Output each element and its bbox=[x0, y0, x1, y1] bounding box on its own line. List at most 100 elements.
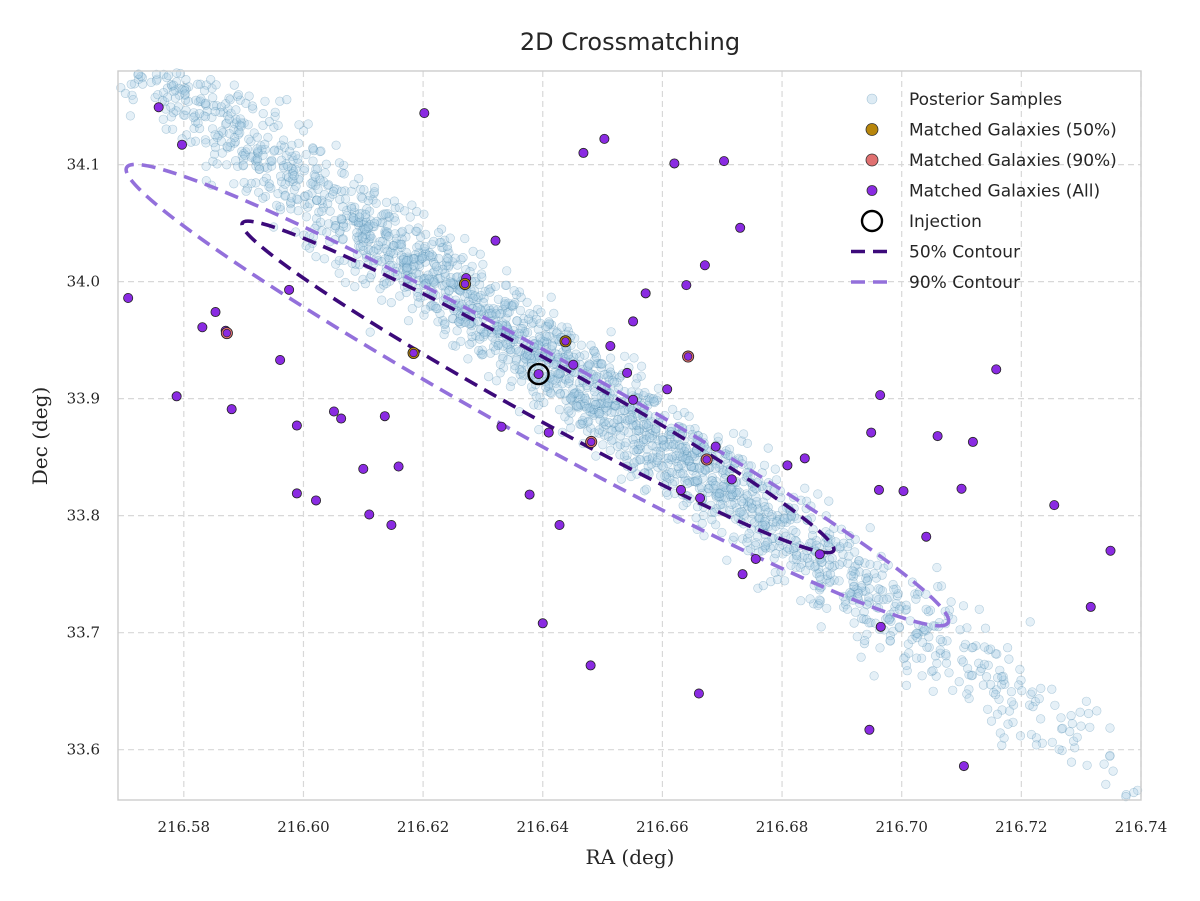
posterior-sample-point bbox=[579, 401, 590, 411]
posterior-sample-point bbox=[1121, 789, 1131, 800]
posterior-sample-point bbox=[384, 212, 394, 222]
posterior-sample-point bbox=[572, 401, 582, 412]
posterior-sample-point bbox=[469, 286, 480, 296]
posterior-sample-point bbox=[612, 377, 622, 388]
posterior-sample-point bbox=[997, 672, 1007, 682]
posterior-sample-point bbox=[682, 479, 693, 489]
posterior-sample-point bbox=[625, 415, 635, 425]
posterior-sample-point bbox=[195, 96, 205, 106]
posterior-sample-point bbox=[412, 206, 422, 217]
posterior-sample-point bbox=[293, 154, 303, 164]
posterior-sample-point bbox=[402, 256, 412, 266]
posterior-sample-point bbox=[750, 540, 761, 550]
posterior-sample-point bbox=[427, 250, 437, 260]
matched-galaxy-all-point bbox=[750, 553, 761, 564]
posterior-sample-point bbox=[223, 111, 233, 121]
posterior-sample-point bbox=[563, 378, 574, 388]
posterior-sample-point bbox=[258, 150, 268, 160]
posterior-sample-point bbox=[772, 515, 782, 525]
posterior-sample-point bbox=[515, 370, 525, 380]
posterior-sample-point bbox=[237, 118, 247, 128]
posterior-sample-point bbox=[615, 440, 625, 450]
posterior-sample-point bbox=[560, 389, 570, 399]
posterior-sample-point bbox=[834, 576, 844, 586]
posterior-sample-point bbox=[617, 414, 627, 424]
posterior-sample-point bbox=[323, 199, 333, 209]
posterior-sample-point bbox=[456, 255, 466, 265]
posterior-sample-point bbox=[286, 163, 297, 173]
posterior-sample-point bbox=[964, 693, 974, 704]
posterior-sample-point bbox=[350, 266, 360, 276]
posterior-sample-point bbox=[627, 413, 637, 423]
posterior-sample-point bbox=[476, 290, 486, 301]
posterior-sample-point bbox=[620, 414, 630, 424]
posterior-sample-point bbox=[354, 231, 364, 241]
matched-galaxies bbox=[123, 102, 1116, 772]
posterior-sample-point bbox=[180, 90, 190, 100]
y-tick-label: 33.9 bbox=[67, 390, 100, 408]
posterior-sample-point bbox=[146, 77, 156, 87]
posterior-sample-point bbox=[578, 393, 588, 404]
posterior-sample-point bbox=[166, 79, 176, 90]
posterior-sample-point bbox=[315, 175, 325, 185]
posterior-sample-point bbox=[315, 146, 325, 157]
posterior-sample-point bbox=[442, 241, 452, 251]
posterior-sample-point bbox=[838, 549, 848, 559]
posterior-sample-point bbox=[357, 208, 367, 218]
posterior-sample-point bbox=[758, 580, 768, 591]
posterior-sample-point bbox=[911, 628, 921, 639]
posterior-sample-point bbox=[667, 479, 678, 489]
posterior-sample-point bbox=[330, 221, 340, 231]
posterior-sample-point bbox=[359, 219, 369, 229]
posterior-sample-point bbox=[354, 209, 365, 219]
posterior-sample-point bbox=[358, 223, 369, 233]
posterior-sample-point bbox=[692, 477, 702, 487]
posterior-sample-point bbox=[235, 120, 245, 130]
posterior-sample-point bbox=[646, 393, 656, 404]
posterior-sample-point bbox=[567, 391, 577, 402]
posterior-sample-point bbox=[287, 169, 298, 179]
posterior-sample-point bbox=[626, 410, 636, 420]
posterior-sample-point bbox=[983, 704, 993, 714]
posterior-sample-point bbox=[233, 125, 243, 135]
posterior-sample-point bbox=[1085, 722, 1095, 732]
posterior-sample-point bbox=[774, 541, 785, 552]
posterior-sample-point bbox=[532, 346, 543, 356]
posterior-sample-point bbox=[645, 429, 655, 439]
posterior-sample-point bbox=[788, 554, 798, 564]
posterior-sample-point bbox=[711, 490, 721, 500]
posterior-sample-point bbox=[335, 195, 345, 205]
posterior-sample-point bbox=[362, 204, 372, 214]
posterior-sample-point bbox=[608, 435, 618, 445]
posterior-sample-point bbox=[522, 327, 533, 338]
posterior-sample-point bbox=[816, 622, 826, 632]
posterior-sample-point bbox=[477, 345, 487, 355]
posterior-sample-point bbox=[490, 281, 501, 292]
posterior-sample-point bbox=[200, 135, 210, 145]
posterior-sample-point bbox=[1002, 643, 1013, 653]
posterior-sample-point bbox=[477, 272, 487, 282]
posterior-sample-point bbox=[954, 677, 964, 687]
posterior-sample-point bbox=[731, 487, 741, 498]
posterior-sample-point bbox=[606, 327, 616, 337]
posterior-sample-point bbox=[264, 179, 274, 189]
posterior-sample-point bbox=[582, 426, 593, 436]
posterior-sample-point bbox=[402, 262, 413, 273]
posterior-sample-point bbox=[301, 149, 311, 160]
posterior-sample-point bbox=[644, 396, 655, 407]
posterior-sample-point bbox=[693, 476, 703, 486]
posterior-sample-point bbox=[281, 151, 291, 161]
matched-galaxy-all-point bbox=[177, 139, 188, 150]
posterior-sample-point bbox=[493, 340, 503, 351]
posterior-sample-point bbox=[186, 137, 196, 147]
posterior-sample-point bbox=[805, 594, 815, 604]
posterior-sample-point bbox=[244, 134, 254, 144]
posterior-sample-point bbox=[249, 128, 259, 138]
posterior-sample-point bbox=[365, 327, 375, 337]
posterior-sample-point bbox=[478, 297, 488, 308]
posterior-sample-point bbox=[878, 594, 888, 605]
posterior-sample-point bbox=[763, 537, 773, 547]
posterior-sample-point bbox=[201, 138, 211, 148]
posterior-sample-point bbox=[442, 257, 452, 267]
posterior-sample-point bbox=[935, 648, 945, 658]
